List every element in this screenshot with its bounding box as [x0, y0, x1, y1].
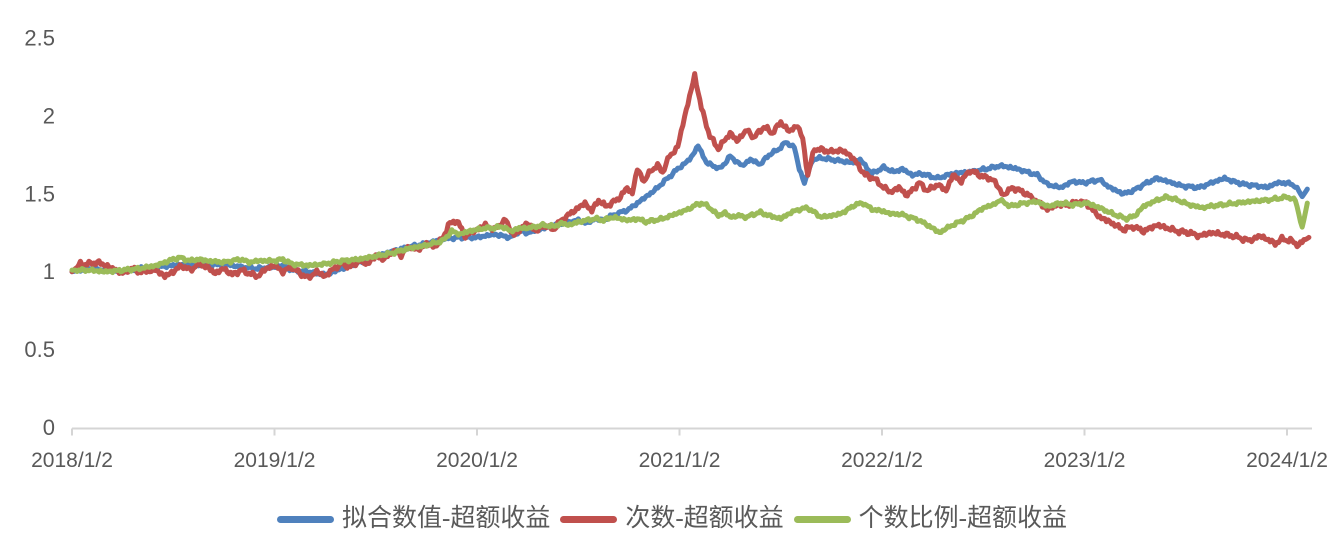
x-axis-tick-label: 2019/1/2 [234, 449, 316, 472]
chart-legend: 拟合数值-超额收益 次数-超额收益 个数比例-超额收益 [0, 501, 1344, 537]
x-axis-tick-label: 2023/1/2 [1044, 449, 1126, 472]
y-axis-tick-label: 1.5 [24, 181, 55, 206]
legend-swatch-blue [277, 515, 334, 523]
legend-label-fitted-value: 拟合数值-超额收益 [342, 505, 551, 532]
legend-item-count: 次数-超额收益 [560, 501, 784, 537]
legend-item-fitted-value: 拟合数值-超额收益 [277, 501, 550, 537]
series-line-1 [69, 71, 1312, 281]
legend-label-number-ratio: 个数比例-超额收益 [858, 505, 1067, 532]
legend-label-count: 次数-超额收益 [625, 505, 784, 532]
y-axis-tick-label: 2 [43, 103, 55, 128]
series-line-2 [69, 193, 1310, 276]
y-axis-tick-label: 2.5 [24, 26, 55, 51]
x-axis-tick-label: 2018/1/2 [31, 449, 113, 472]
y-axis-tick-label: 0 [43, 415, 55, 440]
x-axis-tick-label: 2021/1/2 [639, 449, 721, 472]
legend-swatch-red [560, 515, 618, 523]
legend-item-number-ratio: 个数比例-超额收益 [793, 501, 1067, 537]
y-axis-tick-label: 1 [43, 259, 55, 284]
x-axis-tick-label: 2024/1/2 [1246, 449, 1328, 472]
legend-swatch-green [793, 515, 851, 523]
x-axis-tick-label: 2022/1/2 [841, 449, 923, 472]
x-axis-tick-label: 2020/1/2 [436, 449, 518, 472]
y-axis-tick-label: 0.5 [24, 337, 55, 362]
